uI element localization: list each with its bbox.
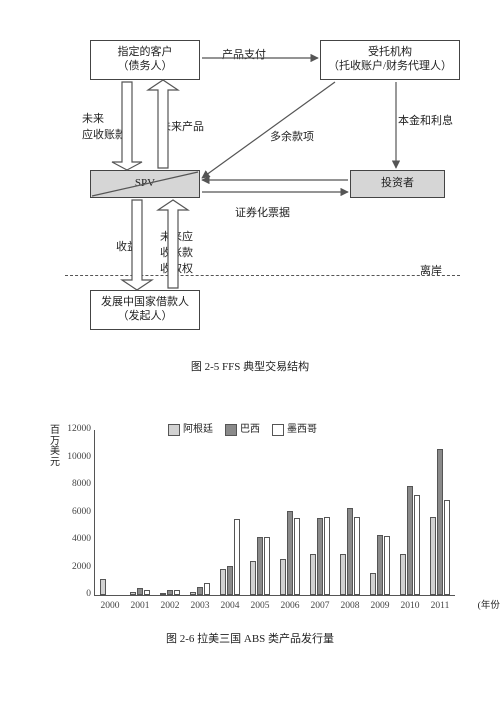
bar [160, 593, 166, 595]
bar [310, 554, 316, 595]
xtick: 2008 [341, 601, 360, 611]
ytick: 12000 [59, 424, 91, 434]
label-rights: 未来应收账款收取权 [160, 228, 193, 276]
label-proceeds: 收益 [116, 238, 138, 254]
bar [257, 537, 263, 595]
bar [377, 535, 383, 596]
xtick: 2005 [251, 601, 270, 611]
bar-chart: 百万美元 阿根廷巴西墨西哥 (年份) 020004000600080001000… [48, 420, 468, 640]
bar [204, 583, 210, 595]
bar [234, 519, 240, 595]
bar [407, 486, 413, 595]
bar [280, 559, 286, 595]
xtick: 2004 [221, 601, 240, 611]
bar [220, 569, 226, 595]
chart-caption: 图 2-6 拉美三国 ABS 类产品发行量 [0, 630, 500, 646]
node-borrower: 发展中国家借款人（发起人） [90, 290, 200, 330]
label-future_prod: 未来产品 [160, 118, 204, 134]
ytick: 10000 [59, 452, 91, 462]
bar [400, 554, 406, 595]
bar [227, 566, 233, 595]
bar [347, 508, 353, 595]
ytick: 2000 [59, 562, 91, 572]
xtick: 2002 [161, 601, 180, 611]
label-notes: 证券化票据 [235, 204, 290, 220]
xtick: 2006 [281, 601, 300, 611]
label-future_ar: 未来应收账款 [82, 110, 126, 142]
bar [414, 495, 420, 595]
label-product_pay: 产品支付 [222, 46, 266, 62]
xtick: 2000 [101, 601, 120, 611]
bar [317, 518, 323, 595]
bar [100, 579, 106, 596]
bar [437, 449, 443, 595]
diagram-caption: 图 2-5 FFS 典型交易结构 [0, 358, 500, 374]
ytick: 0 [59, 589, 91, 599]
node-trustee: 受托机构（托收账户/财务代理人） [320, 40, 460, 80]
bar [144, 590, 150, 596]
bar [384, 536, 390, 595]
xtick: 2007 [311, 601, 330, 611]
bar [324, 517, 330, 595]
page: { "diagram": { "caption": "图 2-5 FFS 典型交… [0, 0, 500, 707]
offshore-label: 离岸 [420, 262, 442, 278]
ytick: 6000 [59, 507, 91, 517]
bar [430, 517, 436, 595]
xtick: 2010 [401, 601, 420, 611]
xtick: 2003 [191, 601, 210, 611]
bar [130, 592, 136, 595]
label-excess: 多余款项 [270, 128, 314, 144]
offshore-line [65, 275, 460, 276]
bar [340, 554, 346, 595]
bar [197, 587, 203, 595]
xtick: 2009 [371, 601, 390, 611]
chart-plot: (年份) 02000400060008000100001200020002001… [94, 430, 455, 596]
bar [370, 573, 376, 595]
bar [250, 561, 256, 595]
bar [287, 511, 293, 595]
xtick: 2001 [131, 601, 150, 611]
ytick: 4000 [59, 534, 91, 544]
ytick: 8000 [59, 479, 91, 489]
node-spv: SPV [90, 170, 200, 198]
x-axis-label: (年份) [478, 597, 500, 611]
bar [174, 590, 180, 596]
bar [167, 590, 173, 596]
xtick: 2011 [431, 601, 450, 611]
bar [444, 500, 450, 595]
bar [294, 518, 300, 595]
label-principal_int: 本金和利息 [398, 112, 453, 128]
bar [354, 517, 360, 595]
node-customer: 指定的客户（债务人） [90, 40, 200, 80]
node-investor: 投资者 [350, 170, 445, 198]
bar [137, 588, 143, 595]
bar [190, 592, 196, 595]
bar [264, 537, 270, 595]
